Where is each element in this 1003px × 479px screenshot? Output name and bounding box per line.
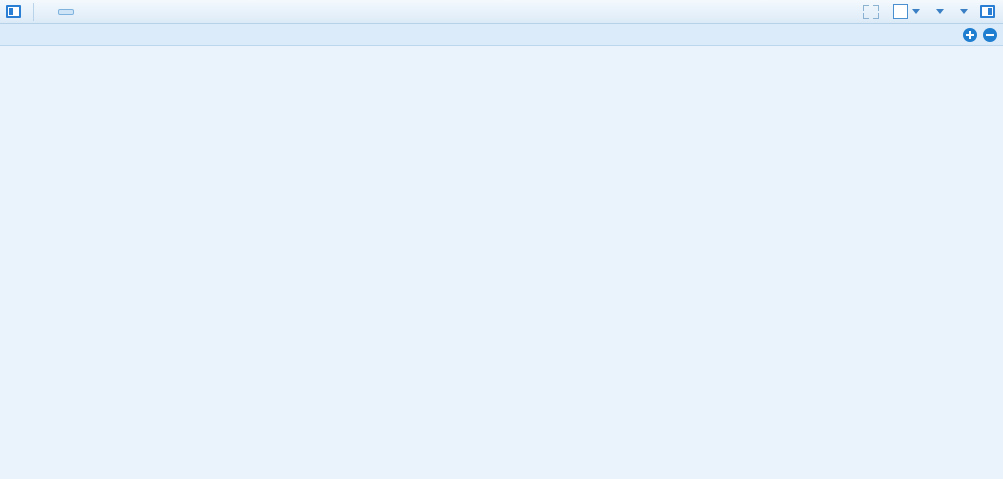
tab-15min[interactable] xyxy=(198,9,214,15)
tab-yuexian[interactable] xyxy=(138,9,154,15)
chevron-down-icon xyxy=(960,9,968,14)
main-toolbar xyxy=(0,0,1003,24)
toolbar-right-group xyxy=(853,0,1003,23)
chevron-down-icon[interactable] xyxy=(912,9,920,14)
tab-60min[interactable] xyxy=(238,9,254,15)
series-legend-bar xyxy=(0,24,1003,46)
zoom-button-group xyxy=(957,27,1003,42)
square-layout-icon[interactable] xyxy=(893,4,908,19)
tab-5min[interactable] xyxy=(178,9,194,15)
tab-rixian[interactable] xyxy=(98,9,114,15)
tab-zhouxian[interactable] xyxy=(118,9,134,15)
toolbar-left-group xyxy=(0,0,256,23)
tab-duori[interactable] xyxy=(78,9,94,15)
tab-1min[interactable] xyxy=(158,9,174,15)
panel-right-icon[interactable] xyxy=(980,5,995,18)
tab-fenshi[interactable] xyxy=(58,8,74,15)
zoom-in-icon[interactable] xyxy=(963,27,977,42)
zoom-out-icon[interactable] xyxy=(983,27,997,42)
tools-menu[interactable] xyxy=(956,9,970,14)
tab-30min[interactable] xyxy=(218,9,234,15)
fullscreen-icon[interactable] xyxy=(863,4,879,19)
chart-area[interactable] xyxy=(0,46,1003,479)
intraday-chart[interactable] xyxy=(0,46,1003,479)
chevron-down-icon xyxy=(936,9,944,14)
display-menu[interactable] xyxy=(932,9,946,14)
toolbar-divider xyxy=(33,2,34,21)
panel-left-icon[interactable] xyxy=(6,5,21,18)
